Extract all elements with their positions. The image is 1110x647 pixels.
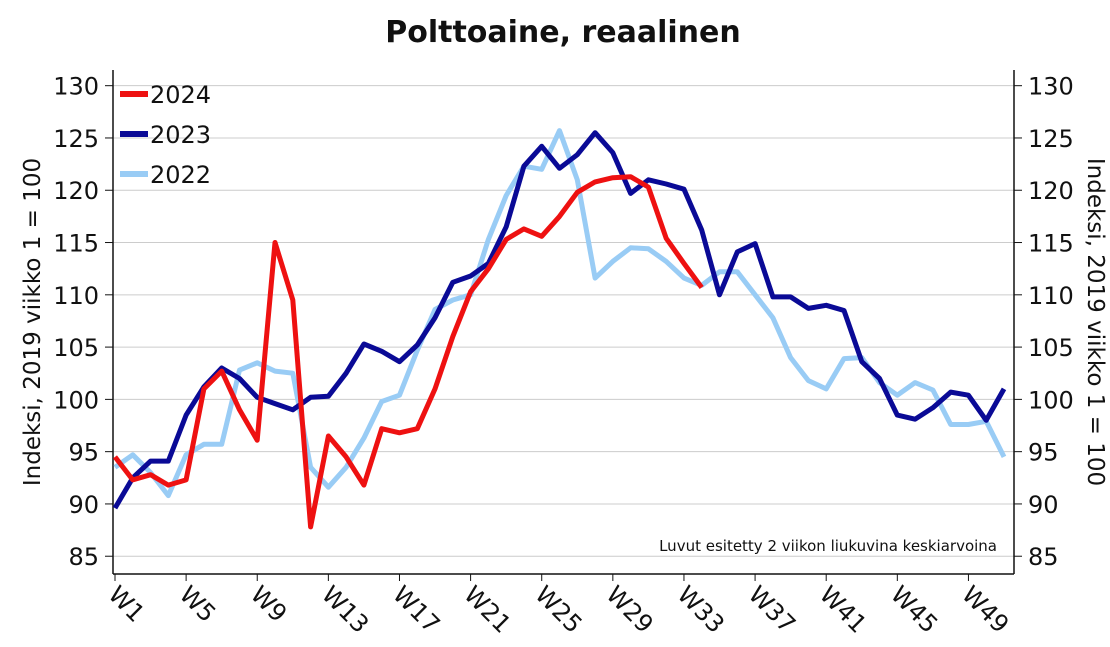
chart-title: Polttoaine, reaalinen [385,15,741,50]
x-tick-label: W21 [458,580,516,638]
y-tick-label: 90 [68,491,99,519]
y2-tick-label: 120 [1028,177,1074,205]
x-tick-label: W5 [174,580,221,627]
legend-label: 2024 [150,81,211,109]
y-tick-label: 95 [68,439,99,467]
y2-tick-label: 95 [1028,439,1059,467]
y2-tick-label: 130 [1028,73,1074,101]
legend-label: 2022 [150,161,211,189]
y-tick-label: 100 [53,386,99,414]
y-tick-label: 125 [53,125,99,153]
y-tick-label: 130 [53,73,99,101]
y2-tick-label: 105 [1028,334,1074,362]
y-tick-label: 120 [53,177,99,205]
x-tick-label: W41 [814,580,872,638]
y2-tick-label: 125 [1028,125,1074,153]
y-tick-label: 105 [53,334,99,362]
x-tick-label: W17 [387,580,445,638]
x-tick-label: W49 [956,580,1014,638]
series-line [113,174,704,530]
y2-tick-label: 100 [1028,386,1074,414]
y-tick-label: 115 [53,230,99,258]
series-line [113,128,1007,499]
legend-label: 2023 [150,121,211,149]
x-tick-label: W37 [743,580,801,638]
y2-tick-label: 115 [1028,230,1074,258]
y-axis-label: Indeksi, 2019 viikko 1 = 100 [20,158,46,486]
y2-tick-label: 90 [1028,491,1059,519]
x-tick-label: W45 [885,580,943,638]
x-tick-label: W29 [601,580,659,638]
x-tick-label: W9 [245,580,292,627]
x-tick-label: W1 [103,580,150,627]
y2-tick-label: 110 [1028,282,1074,310]
y2-axis-label: Indeksi, 2019 viikko 1 = 100 [1082,158,1108,486]
x-tick-label: W13 [316,580,374,638]
x-tick-label: W33 [672,580,730,638]
x-tick-label: W25 [529,580,587,638]
annotation: Luvut esitetty 2 viikon liukuvina keskia… [659,537,997,555]
y-tick-label: 110 [53,282,99,310]
y2-tick-label: 85 [1028,543,1059,571]
y-tick-label: 85 [68,543,99,571]
